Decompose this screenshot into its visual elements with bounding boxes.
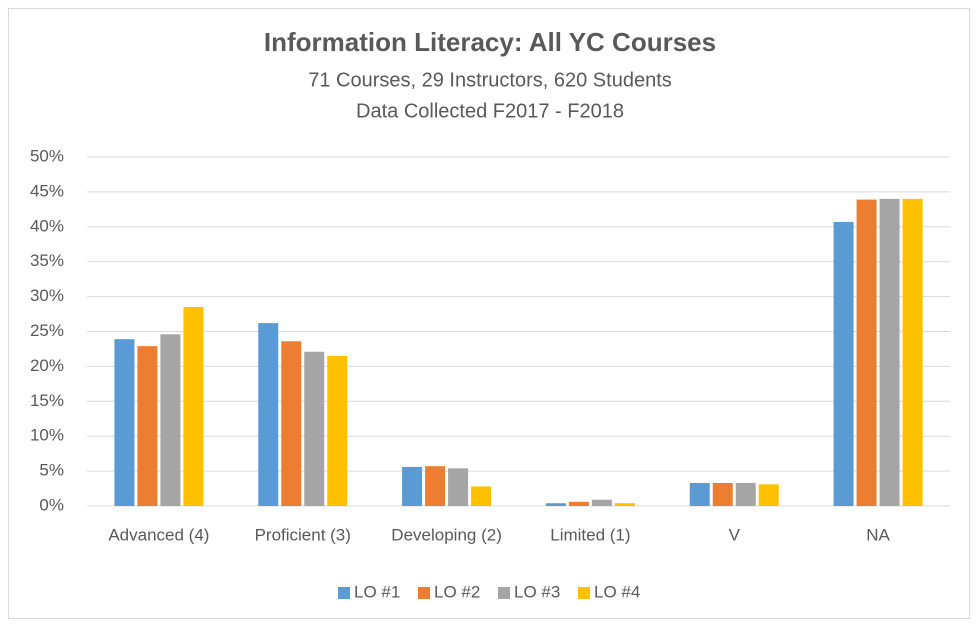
legend-swatch	[578, 587, 590, 599]
y-tick-label: 50%	[30, 146, 64, 165]
y-tick-label: 15%	[30, 391, 64, 410]
legend-label: LO #4	[594, 582, 640, 601]
chart-title: Information Literacy: All YC Courses	[264, 27, 716, 57]
bar	[902, 198, 923, 506]
bar	[591, 499, 612, 506]
bar	[471, 486, 492, 506]
y-tick-label: 35%	[30, 251, 64, 270]
bar	[425, 466, 446, 506]
y-tick-label: 30%	[30, 286, 64, 305]
legend-label: LO #2	[434, 582, 480, 601]
chart-subtitle: 71 Courses, 29 Instructors, 620 Students	[308, 69, 672, 91]
bar	[304, 351, 325, 506]
x-tick-label: NA	[866, 525, 890, 544]
bar	[448, 468, 469, 506]
bar	[545, 503, 566, 506]
bar	[712, 482, 733, 506]
bar	[327, 355, 348, 506]
bar	[833, 221, 854, 506]
y-tick-label: 0%	[39, 495, 64, 514]
bar	[137, 346, 158, 506]
x-tick-label: Proficient (3)	[255, 525, 351, 544]
legend-swatch	[498, 587, 510, 599]
x-tick-label: Advanced (4)	[108, 525, 209, 544]
y-tick-label: 20%	[30, 356, 64, 375]
bar	[281, 341, 302, 506]
bar	[689, 482, 710, 506]
bar	[183, 307, 204, 506]
legend-swatch	[338, 587, 350, 599]
legend-swatch	[418, 587, 430, 599]
bar	[258, 323, 279, 506]
y-tick-label: 40%	[30, 216, 64, 235]
bar	[614, 503, 635, 506]
bar	[568, 501, 589, 506]
bar	[160, 334, 181, 506]
x-tick-label: Limited (1)	[550, 525, 630, 544]
bar	[114, 339, 135, 506]
bar	[758, 484, 779, 506]
legend-label: LO #1	[354, 582, 400, 601]
bar	[856, 199, 877, 506]
y-tick-label: 45%	[30, 181, 64, 200]
chart-border	[8, 8, 970, 619]
bar	[735, 482, 756, 506]
y-tick-label: 25%	[30, 321, 64, 340]
x-tick-label: V	[729, 525, 741, 544]
y-tick-label: 10%	[30, 426, 64, 445]
bar	[402, 466, 423, 506]
bar	[879, 198, 900, 506]
y-tick-label: 5%	[39, 461, 64, 480]
x-tick-label: Developing (2)	[391, 525, 502, 544]
chart-subtitle: Data Collected F2017 - F2018	[356, 100, 624, 122]
legend-label: LO #3	[514, 582, 560, 601]
